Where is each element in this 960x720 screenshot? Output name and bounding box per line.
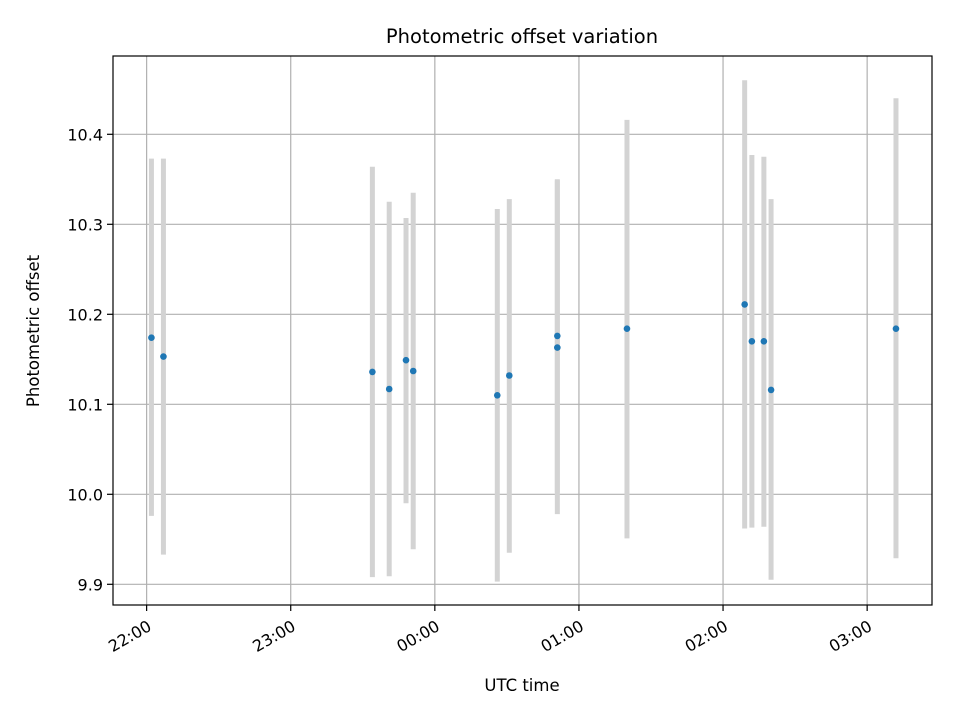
data-point bbox=[892, 325, 900, 333]
data-point bbox=[160, 353, 167, 360]
grid bbox=[113, 56, 932, 605]
y-tick-label: 10.2 bbox=[67, 305, 103, 324]
data-point bbox=[767, 386, 775, 394]
data-point bbox=[760, 338, 768, 345]
data-point bbox=[493, 392, 501, 399]
data-point bbox=[402, 356, 410, 364]
plot-frame bbox=[112, 55, 933, 606]
data-point bbox=[148, 334, 155, 342]
y-tick-label: 9.9 bbox=[78, 575, 103, 594]
y-tick-label: 10.3 bbox=[67, 215, 103, 234]
data-point bbox=[741, 301, 748, 308]
data-point bbox=[505, 372, 513, 379]
x-axis-label: UTC time bbox=[484, 676, 559, 695]
data-points bbox=[148, 301, 900, 399]
y-axis-label: Photometric offset bbox=[24, 254, 43, 407]
data-point bbox=[409, 367, 417, 375]
data-point bbox=[554, 344, 561, 351]
y-axis-ticks: 9.9 10.0 10.1 10.2 10.3 10.4 bbox=[67, 125, 113, 594]
data-point bbox=[554, 332, 561, 340]
y-tick-label: 10.1 bbox=[67, 395, 103, 414]
chart-title: Photometric offset variation bbox=[386, 25, 658, 48]
y-tick-label: 10.4 bbox=[67, 125, 103, 144]
data-point bbox=[623, 325, 631, 333]
y-tick-label: 10.0 bbox=[67, 485, 103, 504]
data-point bbox=[748, 338, 756, 345]
data-point bbox=[369, 368, 376, 376]
data-point bbox=[385, 385, 393, 393]
